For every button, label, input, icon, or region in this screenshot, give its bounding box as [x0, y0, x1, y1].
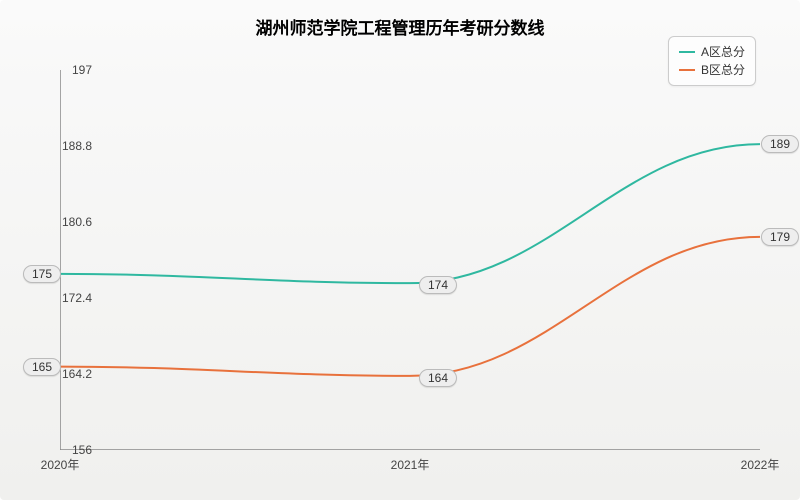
series-line-b: [60, 237, 760, 376]
chart-container: 湖州师范学院工程管理历年考研分数线 A区总分 B区总分 156164.2172.…: [0, 0, 800, 500]
data-label: 189: [761, 135, 799, 153]
x-tick-label: 2021年: [391, 456, 430, 473]
y-tick-label: 197: [52, 63, 92, 77]
legend-swatch-a: [679, 51, 695, 53]
series-line-a: [60, 144, 760, 283]
data-label: 174: [419, 276, 457, 294]
x-tick-label: 2020年: [41, 456, 80, 473]
data-label: 165: [23, 358, 61, 376]
y-tick-label: 156: [52, 443, 92, 457]
data-label: 179: [761, 228, 799, 246]
x-tick-label: 2022年: [741, 456, 780, 473]
legend-label-a: A区总分: [701, 43, 745, 61]
data-label: 175: [23, 265, 61, 283]
y-tick-label: 172.4: [52, 291, 92, 305]
y-tick-label: 188.8: [52, 139, 92, 153]
y-tick-label: 180.6: [52, 215, 92, 229]
chart-title: 湖州师范学院工程管理历年考研分数线: [256, 14, 545, 39]
data-label: 164: [419, 369, 457, 387]
legend-item-a: A区总分: [679, 43, 745, 61]
plot-area: [60, 70, 760, 450]
